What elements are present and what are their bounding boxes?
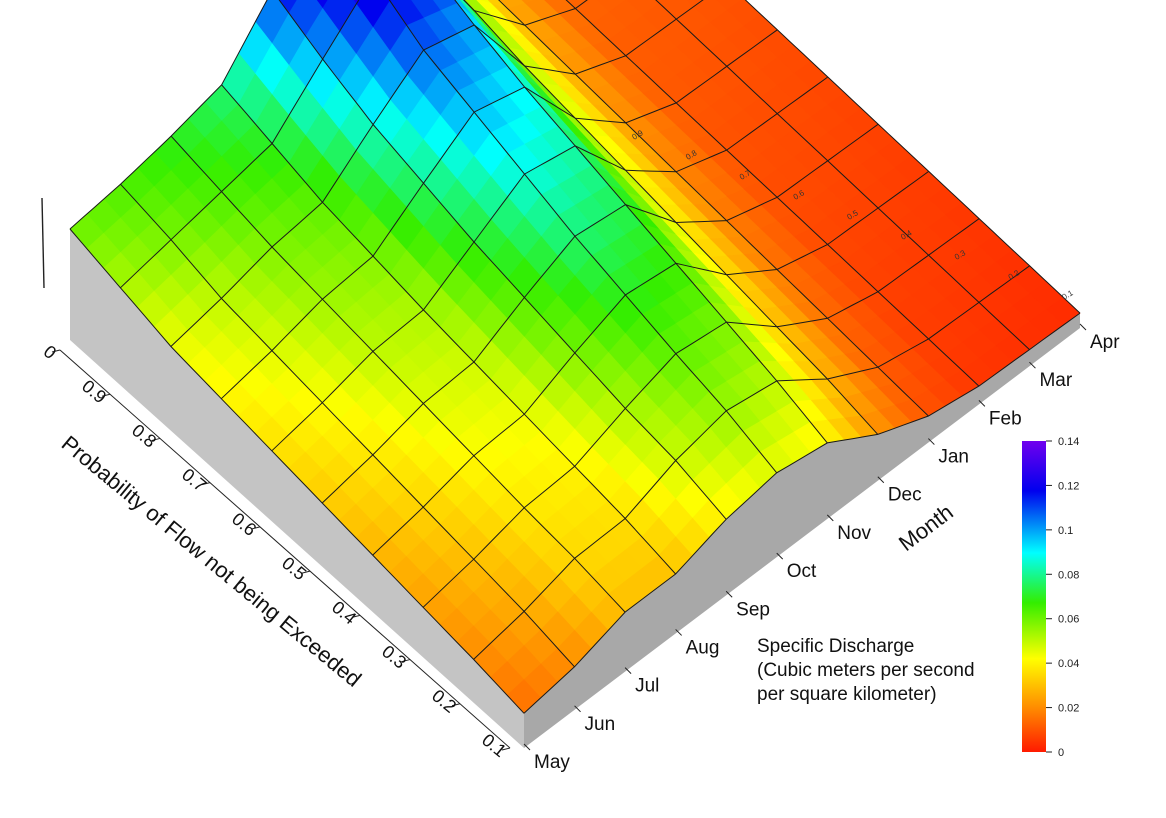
surface-cell: [685, 0, 704, 8]
mesh-line-probability: [523, 312, 1081, 714]
probability-tick-mark: [251, 526, 261, 530]
probability-tick-label: 0.9: [78, 376, 110, 407]
probability-tick-mark: [151, 437, 161, 441]
mesh-line-month: [565, 0, 980, 387]
probability-tick-label: 0: [40, 341, 60, 363]
month-tick-label: May: [534, 752, 570, 773]
month-tick-label: Sep: [736, 599, 770, 620]
mesh-line-month: [463, 0, 879, 435]
probability-tick-mark: [101, 393, 111, 397]
month-tick-mark: [826, 514, 834, 522]
mesh-line-probability: [69, 0, 268, 230]
probability-tick-label: 0.3: [378, 641, 410, 672]
probability-tick-mark: [51, 349, 61, 353]
probability-tick-label: 0.7: [178, 464, 210, 495]
colorbar-title: Specific Discharge (Cubic meters per sec…: [757, 636, 975, 705]
skirt-probability-side: [70, 229, 524, 748]
probability-tick-mark: [401, 659, 411, 663]
colorbar-tick-label: 0.02: [1058, 703, 1079, 715]
month-tick-mark: [523, 743, 531, 751]
probability-axis-line: [59, 349, 511, 749]
probability-tick-label: 0.4: [328, 597, 360, 628]
colorbar-gradient: [1022, 441, 1046, 752]
colorbar: 0 0.02 0.04 0.06 0.08 0.1 0.12 0.14: [1022, 436, 1079, 759]
month-tick-mark: [574, 705, 581, 713]
mesh-line-probability: [422, 218, 980, 608]
colorbar-tick-label: 0.14: [1058, 436, 1079, 448]
month-tick-mark: [725, 590, 733, 598]
probability-tick-mark: [501, 747, 511, 751]
probability-tick-label: 0.1: [478, 730, 510, 761]
mesh-line-probability: [170, 0, 704, 347]
colorbar-title-line-2: (Cubic meters per second: [757, 660, 975, 681]
month-tick-label: Oct: [787, 561, 817, 582]
z-axis-line: [41, 197, 45, 289]
colorbar-title-line-3: per square kilometer): [757, 684, 937, 705]
mesh-line-month: [278, 0, 727, 520]
probability-tick-label: 0.8: [128, 420, 160, 451]
probability-tick-mark: [451, 703, 461, 707]
surface-cell: [278, 0, 298, 14]
x-axis-title: Month: [894, 499, 958, 556]
surface-cell: [353, 0, 360, 5]
probability-tick-label: 0.2: [428, 686, 460, 717]
colorbar-tick-label: 0.08: [1058, 569, 1079, 581]
probability-tick-label: 0.5: [278, 553, 310, 584]
colorbar-tick-label: 0.12: [1058, 480, 1079, 492]
surface-mesh: [69, 0, 1081, 714]
back-probability-tick-label: 0.1: [1061, 288, 1076, 302]
mesh-line-probability: [271, 76, 829, 452]
month-tick-label: Nov: [837, 523, 871, 544]
mesh-line-month: [454, 0, 828, 444]
month-tick-label: Mar: [1039, 370, 1072, 391]
surface-skirt: [70, 229, 1080, 748]
mesh-line-month: [744, 0, 1081, 314]
surface-cell: [316, 0, 329, 10]
month-tick-label: Aug: [686, 637, 720, 658]
mesh-line-month: [498, 0, 929, 417]
month-tick-mark: [1029, 361, 1036, 369]
mesh-line-probability: [473, 265, 1030, 660]
skirt-month-side: [524, 313, 1080, 748]
mesh-line-month: [120, 183, 575, 668]
month-tick-mark: [624, 667, 632, 674]
month-tick-label: Jan: [938, 447, 969, 468]
colorbar-tick-label: 0: [1058, 747, 1064, 759]
month-tick-label: Apr: [1090, 332, 1120, 353]
colorbar-tick-label: 0.06: [1058, 614, 1079, 626]
month-tick-mark: [1079, 323, 1087, 331]
mesh-line-month: [388, 0, 778, 474]
mesh-line-probability: [120, 0, 588, 289]
mesh-line-probability: [321, 123, 879, 504]
colorbar-tick-label: 0.1: [1058, 525, 1073, 537]
mesh-line-probability: [220, 29, 778, 400]
month-tick-mark: [928, 438, 935, 445]
month-tick-label: Dec: [888, 485, 922, 506]
month-tick-mark: [877, 476, 885, 484]
month-tick-mark: [978, 400, 986, 407]
month-tick-mark: [776, 552, 784, 560]
mesh-line-month: [69, 228, 525, 714]
probability-tick-label: 0.6: [228, 509, 260, 540]
mesh-line-month: [170, 135, 626, 613]
mesh-line-month: [655, 0, 1030, 350]
mesh-line-probability: [372, 170, 929, 556]
probability-tick-mark: [201, 482, 211, 486]
month-tick-label: Feb: [989, 408, 1022, 429]
probability-tick-mark: [351, 614, 361, 618]
colorbar-title-line-1: Specific Discharge: [757, 636, 914, 657]
probability-tick-mark: [301, 570, 311, 574]
colorbar-tick-label: 0.04: [1058, 658, 1079, 670]
month-tick-label: Jul: [635, 676, 659, 697]
month-tick-label: Jun: [585, 714, 616, 735]
month-tick-mark: [675, 629, 682, 636]
mesh-line-month: [221, 84, 676, 575]
surface-cell: [655, 0, 665, 4]
colorbar-ticks: 0 0.02 0.04 0.06 0.08 0.1 0.12 0.14: [1046, 436, 1079, 759]
